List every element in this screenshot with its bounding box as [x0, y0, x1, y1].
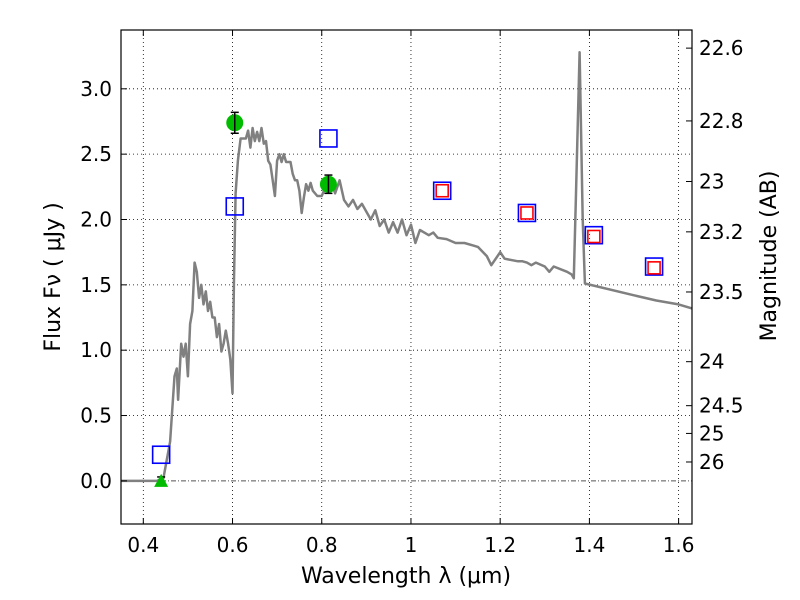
x-tick-label-5: 1.4: [573, 533, 605, 557]
y-tick-label-4: 2.0: [80, 207, 112, 231]
y2-tick-label-2: 23: [699, 169, 724, 193]
blue-photometry-square-6: [644, 257, 664, 276]
y-tick-label-0: 0.0: [80, 469, 112, 493]
blue-photometry-square-5: [584, 225, 604, 245]
blue-photometry-square-0: [151, 445, 171, 465]
y-tick-label-5: 2.5: [80, 142, 112, 166]
y2-tick-label-8: 26: [699, 450, 724, 474]
y-tick-label-1: 0.5: [80, 404, 112, 428]
y2-tick-label-6: 24.5: [699, 394, 744, 418]
red-photometry-square-1: [520, 206, 534, 220]
right-axis-label: Magnitude (AB): [757, 171, 782, 342]
sed-model-line: [121, 50, 692, 483]
y-tick-label-3: 1.5: [80, 273, 112, 297]
blue-photometry-square-3: [432, 181, 452, 201]
blue-photometry-square-2: [319, 129, 338, 148]
x-tick-label-6: 1.6: [663, 533, 695, 557]
y-axis-label: Flux Fν ( μJy ): [41, 202, 66, 351]
y-tick-label-2: 1.0: [80, 338, 112, 362]
y2-tick-label-0: 22.6: [699, 36, 744, 60]
x-tick-label-1: 0.6: [217, 533, 249, 557]
green-upper-limit-marker-0: [154, 473, 169, 487]
x-tick-label-0: 0.4: [127, 533, 159, 557]
x-tick-label-3: 1: [405, 533, 418, 557]
x-tick-label-2: 0.8: [306, 533, 338, 557]
y2-tick-label-4: 23.5: [699, 280, 744, 304]
axis-ticks: 0.4 0.6 0.8 1 1.2 1.4 1.6 0.0 0.5 1.0 1.5 2.0 2.5 3.0…: [80, 30, 744, 557]
y-tick-label-6: 3.0: [80, 77, 112, 101]
red-photometry-square-2: [587, 229, 601, 244]
y2-tick-label-1: 22.8: [699, 109, 744, 133]
x-tick-label-4: 1.2: [484, 533, 516, 557]
y2-tick-label-7: 25: [699, 421, 724, 445]
blue-photometry-square-4: [517, 203, 537, 223]
plot-frame: [120, 29, 693, 525]
y2-tick-label-5: 24: [699, 350, 724, 374]
red-photometry-square-3: [647, 261, 661, 275]
x-axis-label: Wavelength λ (μm): [301, 564, 511, 589]
blue-photometry-square-1: [225, 197, 245, 216]
red-photometry-square-0: [435, 183, 449, 198]
data-marks: [121, 50, 692, 487]
y2-tick-label-3: 23.2: [699, 220, 744, 244]
grid: [121, 30, 692, 524]
